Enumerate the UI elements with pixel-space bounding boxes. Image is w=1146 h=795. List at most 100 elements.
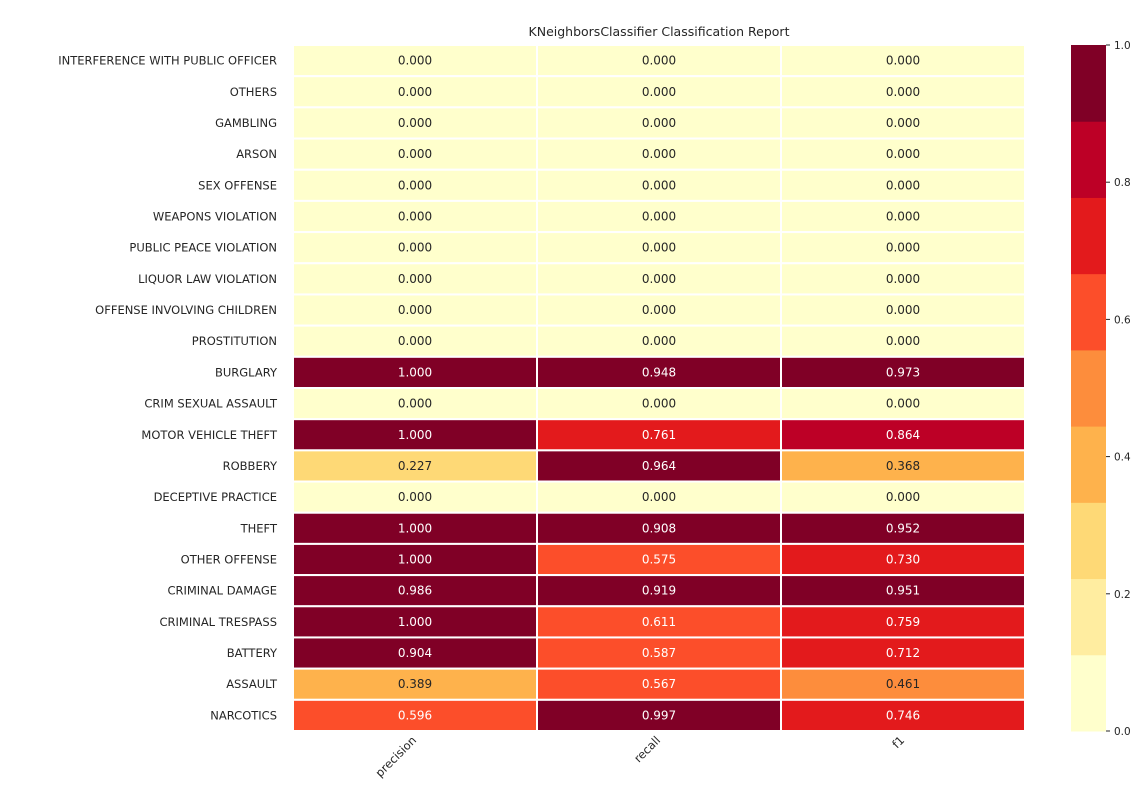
colorbar-segment [1071, 197, 1106, 275]
heatmap-cell [780, 231, 1026, 265]
cell-value: 0.948 [642, 365, 676, 379]
row-label: WEAPONS VIOLATION [153, 210, 277, 224]
colorbar-segment [1071, 349, 1106, 427]
cell-value: 0.000 [642, 397, 676, 411]
cell-value: 0.227 [398, 459, 432, 473]
heatmap-cell [780, 418, 1026, 452]
column-labels: precision recall f1 [373, 733, 908, 780]
cell-value: 0.746 [886, 708, 920, 722]
cell-value: 0.000 [642, 178, 676, 192]
row-label: INTERFERENCE WITH PUBLIC OFFICER [58, 54, 277, 68]
row-label: OTHERS [230, 85, 277, 99]
colorbar-tick-label: 0.2 [1114, 589, 1131, 601]
heatmap-cell [780, 511, 1026, 545]
cell-value: 0.000 [886, 241, 920, 255]
heatmap-cell [536, 106, 782, 140]
cell-value: 0.973 [886, 365, 920, 379]
row-label: ARSON [236, 147, 277, 161]
cell-value: 0.000 [642, 334, 676, 348]
cell-value: 0.000 [886, 85, 920, 99]
cell-value: 0.761 [642, 428, 676, 442]
heatmap-cell [292, 199, 538, 234]
heatmap-cell [536, 168, 782, 202]
cell-value: 0.759 [886, 615, 920, 629]
colorbar-segment [1071, 45, 1106, 122]
cell-value: 0.000 [398, 272, 432, 286]
cell-value: 0.000 [886, 54, 920, 68]
colorbar-segment [1071, 273, 1106, 351]
cell-value: 0.000 [398, 178, 432, 192]
colorbar-segment [1071, 502, 1106, 580]
cell-value: 0.587 [642, 646, 676, 660]
row-labels: INTERFERENCE WITH PUBLIC OFFICER OTHERS GA… [58, 54, 278, 723]
colorbar-tick-label: 1.0 [1114, 40, 1131, 52]
heatmap-cell [780, 293, 1026, 327]
cell-value: 0.000 [398, 303, 432, 317]
cell-value: 0.864 [886, 428, 920, 442]
heatmap-cell [292, 605, 538, 639]
column-label: recall [631, 733, 663, 765]
colorbar-segment [1071, 426, 1106, 503]
colorbar-segment [1071, 578, 1106, 656]
cell-value: 0.000 [886, 397, 920, 411]
cell-value: 0.596 [398, 708, 432, 722]
heatmap-cell [536, 574, 782, 608]
cell-value: 0.000 [398, 147, 432, 161]
cell-value: 0.575 [642, 553, 676, 567]
cell-value: 1.000 [398, 615, 432, 629]
cell-value: 0.000 [886, 178, 920, 192]
cell-value: 0.951 [886, 584, 920, 598]
cell-value: 0.730 [886, 553, 920, 567]
heatmap-cell [780, 137, 1026, 171]
heatmap-cell [536, 605, 782, 639]
heatmap-cell [292, 355, 538, 389]
cell-value: 1.000 [398, 365, 432, 379]
row-label: ASSAULT [226, 677, 278, 691]
row-label: THEFT [240, 521, 278, 535]
colorbar-segment [1071, 654, 1106, 732]
cell-value: 0.712 [886, 646, 920, 660]
colorbar-tick-label: 0.0 [1114, 726, 1131, 738]
cell-value: 0.919 [642, 584, 676, 598]
cell-value: 0.908 [642, 521, 676, 535]
row-label: CRIMINAL TRESPASS [159, 615, 277, 629]
cell-value: 0.000 [642, 490, 676, 504]
colorbar: 0.0 0.2 0.4 0.6 0.8 1.0 [1071, 40, 1131, 738]
heatmap-cell [780, 324, 1026, 358]
heatmap-cell [292, 231, 538, 265]
cell-value: 0.000 [642, 241, 676, 255]
row-label: OTHER OFFENSE [181, 553, 277, 567]
heatmap-cell [292, 542, 538, 577]
cell-value: 0.000 [886, 210, 920, 224]
heatmap-cell [292, 667, 538, 701]
row-label: LIQUOR LAW VIOLATION [138, 272, 277, 286]
cell-value: 0.997 [642, 708, 676, 722]
heatmap-cell [292, 262, 538, 296]
cell-value: 0.000 [642, 54, 676, 68]
heatmap-cell [536, 636, 782, 670]
row-label: PUBLIC PEACE VIOLATION [129, 241, 277, 255]
heatmap-cell [292, 137, 538, 171]
cell-value: 0.000 [886, 303, 920, 317]
heatmap-cell [536, 542, 782, 577]
row-label: BATTERY [227, 646, 278, 660]
colorbar-tick-label: 0.6 [1114, 314, 1131, 326]
column-label: f1 [889, 733, 907, 751]
heatmap-cell [780, 542, 1026, 577]
heatmap-cell [292, 44, 538, 78]
cell-value: 0.000 [398, 490, 432, 504]
colorbar-tick-label: 0.4 [1114, 452, 1131, 464]
cell-value: 0.952 [886, 521, 920, 535]
row-label: PROSTITUTION [192, 334, 277, 348]
heatmap-cell [780, 262, 1026, 296]
colorbar-tick-label: 0.8 [1114, 177, 1131, 189]
column-label: precision [373, 733, 420, 780]
row-label: NARCOTICS [210, 708, 277, 722]
row-label: BURGLARY [215, 365, 278, 379]
chart-title: KNeighborsClassifier Classification Repo… [529, 24, 790, 39]
heatmap-cell [292, 698, 538, 732]
cell-value: 0.000 [642, 303, 676, 317]
heatmap-cell [536, 262, 782, 296]
cell-value: 0.461 [886, 677, 920, 691]
row-label: DECEPTIVE PRACTICE [154, 490, 277, 504]
